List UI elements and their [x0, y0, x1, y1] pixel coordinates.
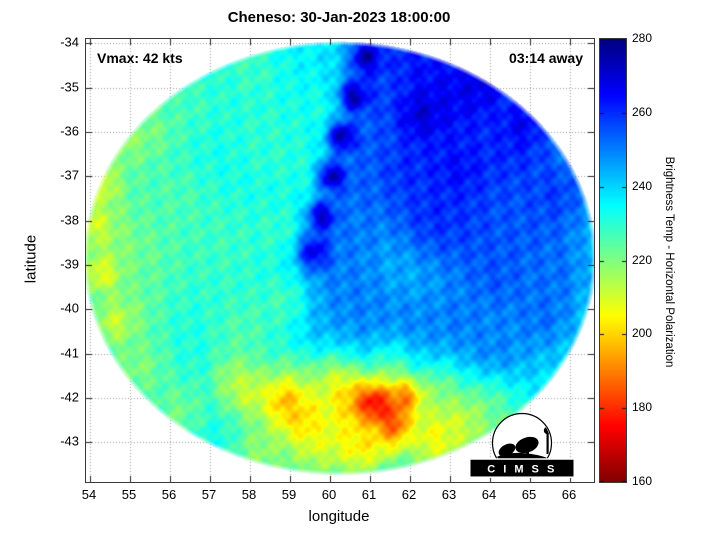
x-tick-label: 59	[281, 487, 297, 502]
heatmap-canvas	[86, 39, 594, 482]
y-tick-label: -43	[60, 433, 79, 449]
plot-area: Vmax: 42 kts 03:14 away C I M S S	[85, 38, 595, 483]
x-axis-tick-labels: 54 55 56 57 58 59 60 61 62 63 64 65 66	[81, 487, 593, 503]
x-tick-label: 63	[441, 487, 457, 502]
colorbar	[599, 38, 627, 483]
x-tick-label: 62	[401, 487, 417, 502]
y-axis-tick-labels: -34 -35 -36 -37 -38 -39 -40 -41 -42 -43	[36, 34, 79, 481]
colorbar-tick-label: 220	[632, 252, 653, 267]
colorbar-gradient-canvas	[600, 39, 626, 482]
x-tick-label: 58	[241, 487, 257, 502]
y-tick-label: -41	[60, 345, 79, 361]
colorbar-tick-label: 200	[632, 326, 653, 341]
x-tick-label: 57	[201, 487, 217, 502]
colorbar-tick-label: 280	[632, 31, 653, 45]
x-tick-label: 65	[521, 487, 537, 502]
y-tick-label: -36	[60, 123, 79, 139]
y-tick-label: -42	[60, 389, 79, 405]
x-tick-label: 54	[81, 487, 97, 502]
y-tick-label: -35	[60, 79, 79, 95]
colorbar-tick-label: 260	[632, 104, 653, 119]
colorbar-tick-label: 240	[632, 178, 653, 193]
y-tick-label: -39	[60, 256, 79, 272]
x-tick-label: 61	[361, 487, 377, 502]
plot-title: Cheneso: 30-Jan-2023 18:00:00	[227, 9, 451, 26]
logo-dish-right-icon	[515, 436, 539, 454]
x-tick-label: 56	[161, 487, 177, 502]
x-axis-label: longitude	[308, 508, 370, 525]
logo-dish-left-icon	[498, 443, 516, 457]
colorbar-tick-label: 180	[632, 400, 653, 415]
colorbar-label: Brightness Temp - Horizontal Polarizatio…	[663, 156, 675, 368]
y-tick-label: -34	[60, 34, 79, 50]
y-tick-label: -40	[60, 300, 79, 316]
cimss-logo-svg: C I M S S	[469, 412, 575, 478]
y-tick-label: -37	[60, 167, 79, 183]
x-tick-label: 60	[321, 487, 337, 502]
x-tick-label: 64	[481, 487, 497, 502]
colorbar-tick-labels: 280 260 240 220 200 180 160	[632, 31, 668, 488]
x-tick-label: 66	[561, 487, 577, 502]
eta-annotation: 03:14 away	[509, 50, 583, 66]
colorbar-tick-label: 160	[632, 474, 653, 488]
cimss-logo: C I M S S	[469, 412, 575, 478]
x-tick-label: 55	[121, 487, 137, 502]
logo-text: C I M S S	[487, 464, 557, 476]
vmax-annotation: Vmax: 42 kts	[97, 50, 183, 66]
logo-banner	[469, 458, 575, 478]
y-tick-label: -38	[60, 212, 79, 228]
